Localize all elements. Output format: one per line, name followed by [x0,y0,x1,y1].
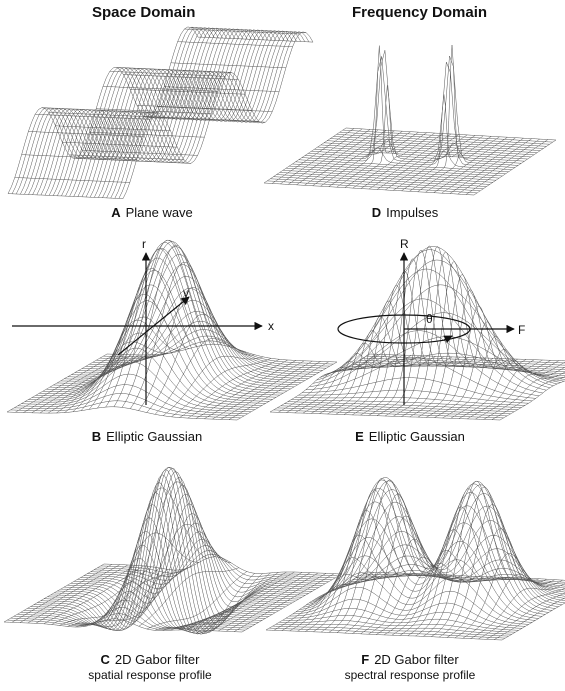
axis-e-theta-label: θ [426,312,433,326]
caption-a-letter: A [111,205,120,220]
axes-e: R F θ [338,237,525,405]
caption-f-sub: spectral response profile [300,668,520,682]
axis-b-r-label: r [142,237,146,251]
caption-b-letter: B [92,429,101,444]
caption-a: A Plane wave [52,205,252,220]
caption-d-label: Impulses [386,205,438,220]
caption-b: B Elliptic Gaussian [47,429,247,444]
axis-e-r-label: R [400,237,409,251]
caption-f-letter: F [361,652,369,667]
plane-wave-surface [8,27,313,199]
gabor-spectral-surface [266,477,565,640]
axis-b-y-label: y [183,286,189,300]
caption-b-label: Elliptic Gaussian [106,429,202,444]
caption-f: F 2D Gabor filter spectral response profi… [300,652,520,682]
caption-d: D Impulses [305,205,505,220]
caption-a-label: Plane wave [126,205,193,220]
caption-f-label: 2D Gabor filter [374,652,459,667]
caption-e: E Elliptic Gaussian [310,429,510,444]
caption-e-letter: E [355,429,364,444]
caption-c-label: 2D Gabor filter [115,652,200,667]
caption-c: C 2D Gabor filter spatial response profil… [40,652,260,682]
caption-c-letter: C [101,652,110,667]
caption-e-label: Elliptic Gaussian [369,429,465,444]
gabor-spatial-surface [4,467,342,634]
axis-e-f-label: F [518,323,525,337]
axis-b-x-label: x [268,319,274,333]
elliptic-gaussian-space-surface [7,240,337,420]
axes-b: r x y [12,237,274,405]
caption-c-sub: spatial response profile [40,668,260,682]
impulses-surface [264,45,556,195]
caption-d-letter: D [372,205,381,220]
